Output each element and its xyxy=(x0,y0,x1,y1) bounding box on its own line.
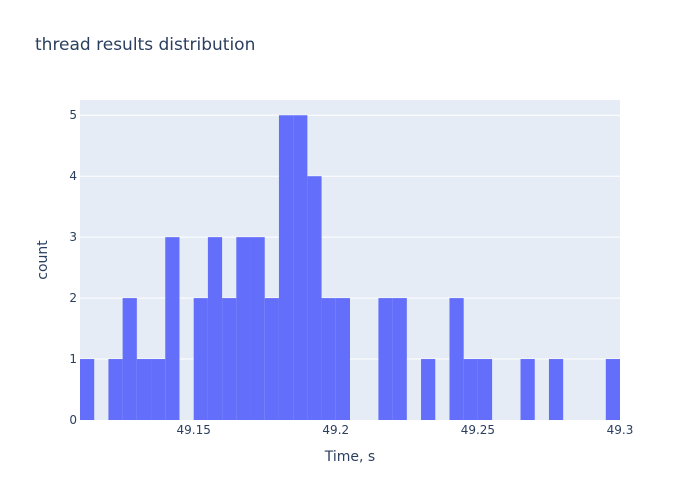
histogram-bar xyxy=(80,359,95,420)
histogram-bar xyxy=(236,237,251,420)
histogram-bar xyxy=(207,237,223,420)
histogram-bars xyxy=(80,115,620,420)
histogram-bar xyxy=(136,359,152,420)
x-axis-ticks: 49.15 49.2 49.25 49.3 xyxy=(177,423,634,437)
y-axis-label: count xyxy=(35,240,51,280)
y-tick-label: 0 xyxy=(69,413,77,427)
x-tick-label: 49.25 xyxy=(461,423,495,437)
x-tick-label: 49.15 xyxy=(177,423,211,437)
x-tick-label: 49.2 xyxy=(322,423,349,437)
histogram-bar xyxy=(307,176,322,420)
histogram-bar xyxy=(193,298,208,420)
histogram-bar xyxy=(122,298,137,420)
histogram-bar xyxy=(378,298,393,420)
y-tick-label: 1 xyxy=(69,352,77,366)
histogram-bar xyxy=(392,298,407,420)
histogram-bar xyxy=(250,237,265,420)
histogram-bar xyxy=(548,359,564,420)
histogram-bar xyxy=(293,115,308,420)
x-tick-label: 49.3 xyxy=(607,423,634,437)
chart-title: thread results distribution xyxy=(35,35,255,55)
histogram-bar xyxy=(449,298,464,420)
y-tick-label: 2 xyxy=(69,291,77,305)
histogram-bar xyxy=(421,359,436,420)
y-tick-label: 5 xyxy=(69,108,77,122)
histogram-bar xyxy=(605,359,620,420)
y-tick-label: 4 xyxy=(69,169,77,183)
histogram-bar xyxy=(463,359,478,420)
x-axis-label: Time, s xyxy=(324,449,375,465)
histogram-bar xyxy=(477,359,493,420)
histogram-bar xyxy=(165,237,180,420)
histogram-bar xyxy=(151,359,166,420)
histogram-bar xyxy=(222,298,237,420)
histogram-bar xyxy=(335,298,350,420)
histogram-bar xyxy=(108,359,123,420)
histogram-bar xyxy=(321,298,336,420)
y-tick-label: 3 xyxy=(69,230,77,244)
histogram-bar xyxy=(264,298,279,420)
histogram-bar xyxy=(520,359,535,420)
histogram-bar xyxy=(278,115,294,420)
y-axis-ticks: 0 1 2 3 4 5 xyxy=(69,108,77,427)
